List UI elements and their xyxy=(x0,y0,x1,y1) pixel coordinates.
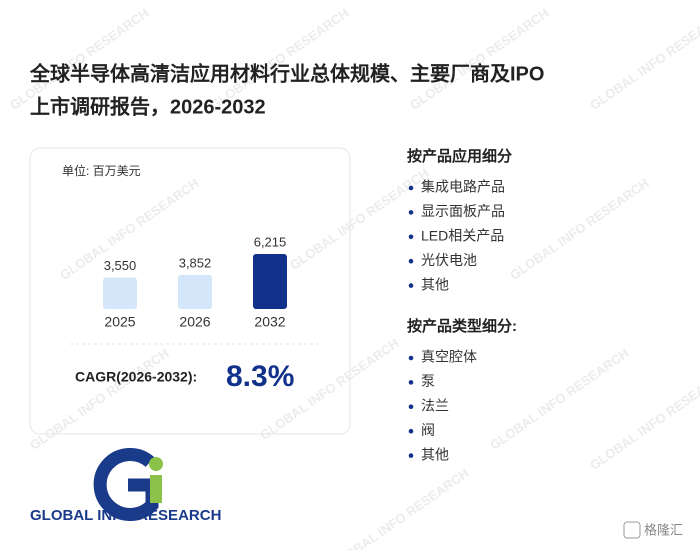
chart-card xyxy=(29,147,351,435)
segment-item: 其他 xyxy=(421,276,449,292)
logo-i xyxy=(150,475,162,503)
watermark: GLOBAL INFO RESEARCH xyxy=(487,345,631,452)
cagr-value: 8.3% xyxy=(226,360,294,393)
logo-g xyxy=(93,447,159,521)
watermark: GLOBAL INFO RESEARCH xyxy=(327,465,471,550)
bullet xyxy=(408,234,414,240)
segment-item: 显示面板产品 xyxy=(421,203,505,219)
value-label: 3,550 xyxy=(104,258,137,273)
title: 全球半导体高清洁应用材料行业总体规模、主要厂商及IPO xyxy=(29,61,544,85)
watermark: GLOBAL INFO RESEARCH xyxy=(27,345,171,452)
bullet xyxy=(408,185,414,191)
category-label: 2032 xyxy=(254,314,285,330)
cagr-label: CAGR(2026-2032): xyxy=(75,369,197,385)
segment-item: 真空腔体 xyxy=(421,349,477,365)
watermark: GLOBAL INFO RESEARCH xyxy=(507,175,651,282)
value-label: 3,852 xyxy=(179,255,212,270)
segment-item: 集成电路产品 xyxy=(421,179,505,195)
bullet xyxy=(408,355,414,361)
title: 上市调研报告，2026-2032 xyxy=(30,94,266,118)
watermark: GLOBAL INFO RESEARCH xyxy=(587,365,700,472)
bullet xyxy=(408,428,414,434)
logo-dot xyxy=(149,457,163,471)
segment-heading: 按产品应用细分 xyxy=(407,147,512,165)
watermark: GLOBAL INFO RESEARCH xyxy=(287,165,431,272)
bullet xyxy=(408,258,414,264)
bullet xyxy=(408,453,414,458)
bullet xyxy=(408,283,414,288)
unit-label: 单位: 百万美元 xyxy=(62,163,141,178)
bar xyxy=(178,274,212,309)
logo-text: GLOBAL INFO RESEARCH xyxy=(30,507,221,524)
bar xyxy=(103,277,137,309)
bullet xyxy=(408,210,414,215)
segment-item: 光伏电池 xyxy=(421,252,477,268)
bullet xyxy=(408,380,414,385)
category-label: 2026 xyxy=(179,314,210,330)
segment-item: LED相关产品 xyxy=(421,228,504,244)
segment-heading: 按产品类型细分: xyxy=(407,317,517,335)
segment-item: 阀 xyxy=(421,422,435,438)
segment-item: 法兰 xyxy=(421,398,449,414)
category-label: 2025 xyxy=(104,314,135,330)
segment-item: 其他 xyxy=(421,446,449,462)
value-label: 6,215 xyxy=(254,234,287,249)
segment-item: 泵 xyxy=(421,373,435,389)
bullet xyxy=(408,404,414,410)
watermark: GLOBAL INFO RESEARCH xyxy=(407,5,551,112)
source: 格隆汇 xyxy=(644,522,683,537)
logo xyxy=(93,447,163,521)
source-icon xyxy=(623,521,641,539)
bar xyxy=(253,254,287,309)
watermark: GLOBAL INFO RESEARCH xyxy=(587,5,700,112)
